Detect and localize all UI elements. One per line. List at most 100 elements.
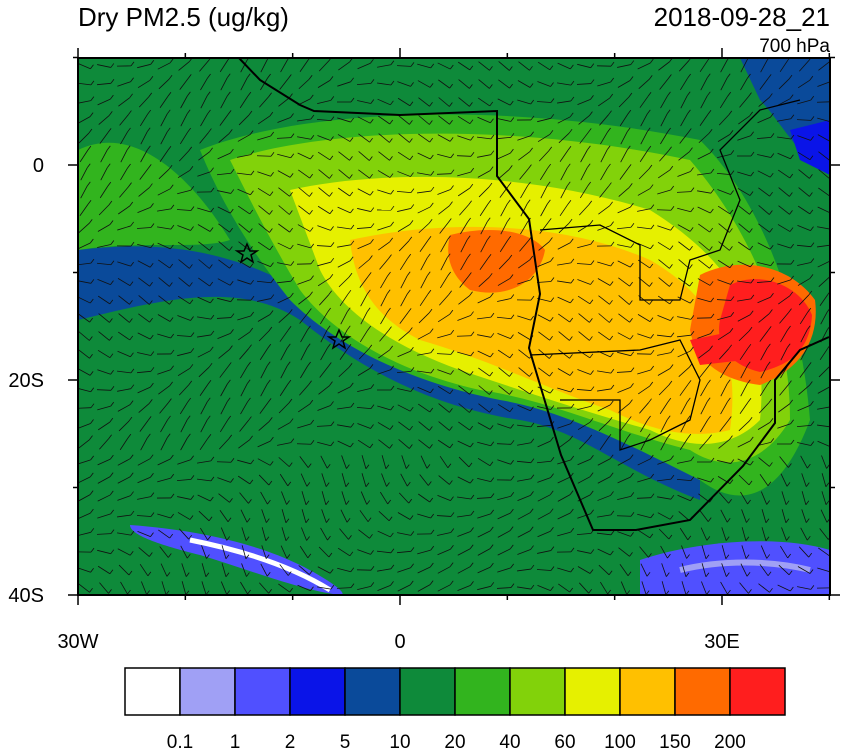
wind-barb <box>279 78 289 90</box>
wind-barb <box>818 187 830 197</box>
wind-barb <box>270 294 275 299</box>
wind-barb <box>366 307 371 313</box>
wind-barb <box>477 350 491 358</box>
wind-barb <box>117 350 131 358</box>
wind-barb <box>409 327 413 332</box>
wind-barb <box>790 275 794 281</box>
wind-barb <box>629 300 633 305</box>
wind-barb <box>477 513 491 519</box>
wind-barb <box>690 207 695 212</box>
wind-barb <box>746 572 751 577</box>
wind-barb <box>339 293 349 307</box>
wind-barb <box>477 422 491 430</box>
wind-barb <box>597 278 611 286</box>
wind-barb <box>750 262 754 268</box>
wind-barb <box>277 442 291 446</box>
wind-barb <box>438 79 450 89</box>
wind-barb <box>507 199 511 205</box>
wind-barb <box>177 295 191 305</box>
wind-barb <box>457 496 471 500</box>
wind-barb <box>157 62 171 70</box>
wind-barb <box>430 154 434 160</box>
wind-barb <box>256 280 272 284</box>
wind-barb <box>817 406 830 410</box>
wind-barb <box>489 544 494 549</box>
wind-barb <box>690 167 694 172</box>
wind-barb <box>598 205 610 215</box>
wind-barb <box>217 152 231 160</box>
wind-barb <box>409 120 413 125</box>
wind-barb <box>700 77 708 91</box>
wind-barb <box>797 442 811 446</box>
wind-barb <box>245 536 250 541</box>
wind-barb <box>618 277 630 287</box>
wind-barb <box>709 246 713 251</box>
wind-barb <box>557 476 571 484</box>
wind-barb <box>679 60 689 72</box>
wind-barb <box>699 114 709 126</box>
wind-barb <box>178 61 190 71</box>
wind-barb <box>538 331 550 341</box>
wind-barb <box>530 406 534 411</box>
wind-barb <box>329 155 334 161</box>
wind-barb <box>261 527 267 541</box>
wind-barb <box>458 421 470 431</box>
wind-barb <box>138 277 150 287</box>
wind-barb <box>376 550 392 554</box>
wind-barb <box>509 407 514 412</box>
wind-barb <box>337 386 351 394</box>
wind-barb <box>690 187 695 192</box>
wind-barb <box>206 91 211 97</box>
wind-barb <box>110 529 115 534</box>
wind-barb <box>410 367 415 372</box>
wind-barb <box>780 365 788 379</box>
wind-barb <box>469 478 474 484</box>
wind-barb <box>819 528 829 540</box>
wind-barb <box>389 345 393 351</box>
wind-barb <box>469 390 473 395</box>
wind-barb <box>657 368 671 376</box>
wind-barb <box>510 459 514 465</box>
wind-barb <box>557 82 571 86</box>
wind-barb <box>709 148 714 154</box>
wind-barb <box>549 317 554 322</box>
wind-barb <box>410 387 415 392</box>
wind-barb <box>617 260 631 268</box>
wind-barb <box>377 585 391 591</box>
wind-barb <box>718 114 730 126</box>
wind-barb <box>358 529 370 539</box>
wind-barb <box>427 289 432 295</box>
wind-barb <box>498 385 510 395</box>
wind-barb <box>130 241 135 247</box>
wind-barb <box>489 84 493 89</box>
wind-barb <box>509 274 514 279</box>
wind-barb <box>449 562 454 567</box>
wind-barb <box>178 384 190 396</box>
wind-barb <box>436 353 452 355</box>
wind-barb <box>239 420 249 432</box>
wind-barb <box>607 589 611 595</box>
wind-barb <box>120 581 128 595</box>
wind-barb <box>758 313 770 323</box>
wind-barb <box>136 370 152 374</box>
wind-barb <box>778 564 790 576</box>
colorbar-box <box>509 667 566 716</box>
wind-barb <box>129 281 134 286</box>
map-title: Dry PM2.5 (ug/kg) <box>78 2 289 32</box>
wind-barb <box>349 137 354 142</box>
wind-barb <box>528 164 532 169</box>
wind-barb <box>130 221 135 227</box>
wind-barb <box>466 235 471 241</box>
wind-barb <box>149 334 154 340</box>
wind-barb <box>187 433 191 439</box>
wind-barb <box>650 58 654 64</box>
wind-barb <box>240 581 248 595</box>
wind-barb <box>289 418 294 423</box>
wind-barb <box>268 326 273 332</box>
wind-barb <box>598 295 610 305</box>
wind-barb <box>658 61 670 71</box>
wind-barb <box>338 276 350 288</box>
wind-barb <box>490 150 495 155</box>
wind-barb <box>817 260 830 268</box>
field-lightblue-se <box>679 559 811 573</box>
